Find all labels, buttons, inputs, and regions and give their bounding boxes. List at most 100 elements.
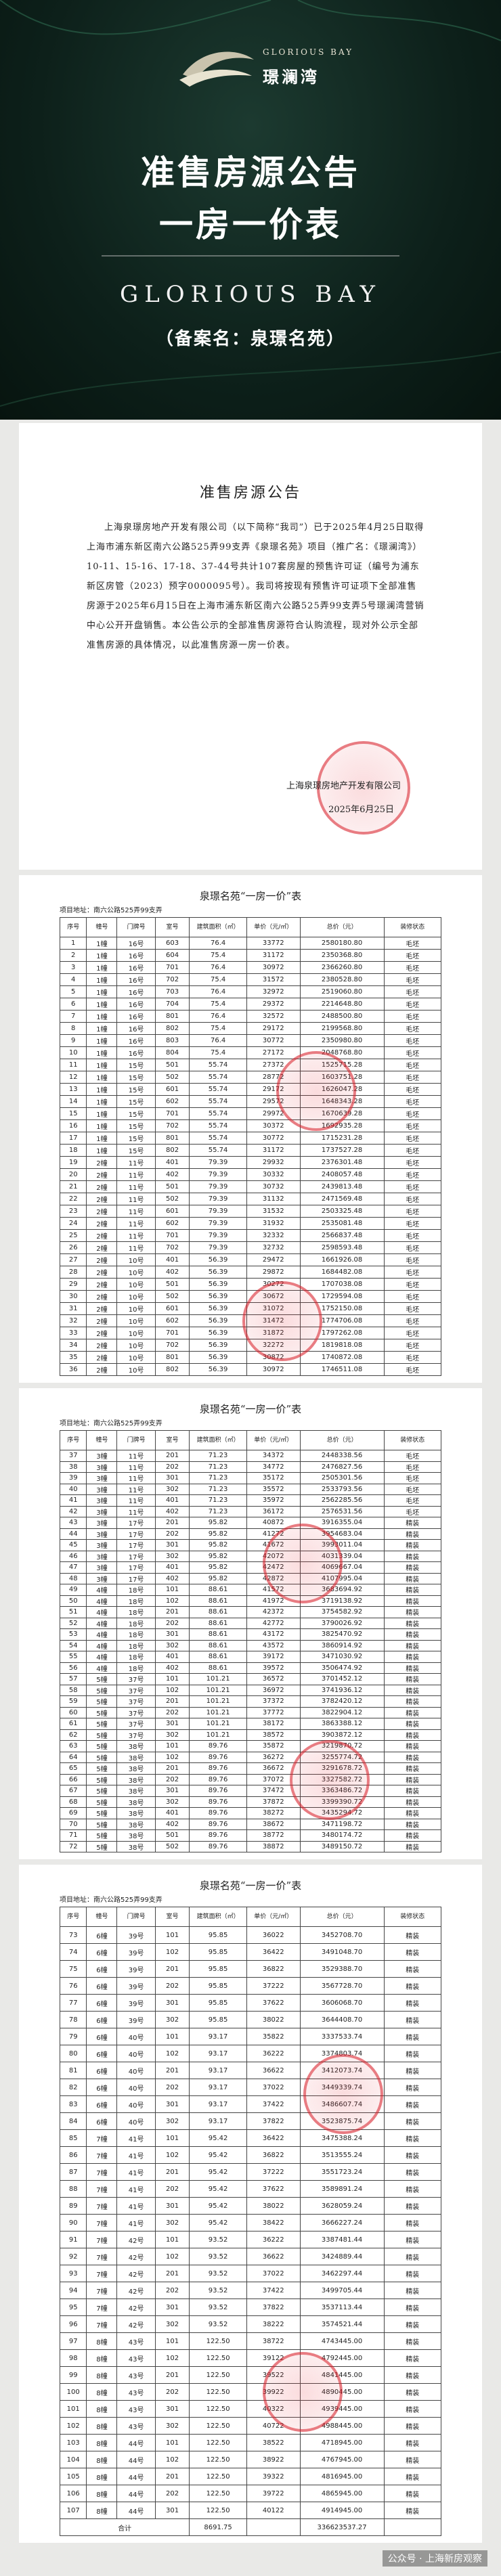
column-header: 总价（元）: [299, 1907, 385, 1927]
table-cell: 79.39: [189, 1180, 247, 1193]
table-row: 23 2幢 11号 601 79.39 31532 2503325.48 毛坯: [59, 1205, 441, 1218]
table-cell: 31132: [246, 1193, 301, 1205]
table-cell: 38572: [246, 1729, 301, 1741]
table-cell: 3幢: [86, 1461, 118, 1473]
table-row: 7 1幢 16号 801 76.4 32572 2488500.80 毛坯: [59, 1010, 441, 1023]
total-area: 8691.75: [189, 2518, 247, 2536]
table-cell: 42号: [116, 2265, 156, 2282]
table-cell: 93.17: [189, 2062, 247, 2079]
table-cell: 31: [59, 1302, 87, 1315]
table-cell: 33772: [246, 937, 301, 950]
table-cell: 精装: [383, 2079, 441, 2096]
table-cell: 89.76: [189, 1807, 247, 1819]
table-cell: 37622: [246, 1994, 301, 2012]
table-row: 70 5幢 38号 402 89.76 38672 3471198.72 精装: [59, 1818, 441, 1830]
table-cell: 35: [59, 1351, 87, 1364]
table-cell: 精装: [383, 2451, 441, 2468]
table-cell: 精装: [383, 1785, 441, 1797]
table-cell: 毛坯: [383, 1266, 441, 1279]
table-cell: 精装: [383, 2502, 441, 2519]
table-cell: 6幢: [86, 2079, 118, 2096]
table-cell: 22: [59, 1193, 87, 1205]
table-cell: 202: [154, 2079, 190, 2096]
table-cell: 44号: [116, 2468, 156, 2485]
table-cell: 3: [59, 961, 87, 974]
table-cell: 11: [59, 1059, 87, 1071]
table-cell: 71.23: [189, 1472, 247, 1484]
table-cell: 5幢: [86, 1840, 118, 1852]
table-cell: 6幢: [86, 1977, 118, 1995]
table-cell: 3589891.24: [299, 2180, 385, 2198]
table-cell: 1746511.08: [299, 1363, 385, 1376]
table-cell: 93.52: [189, 2265, 247, 2282]
table-cell: 32: [59, 1314, 87, 1327]
table-cell: 7幢: [86, 2265, 118, 2282]
table-cell: 89.76: [189, 1796, 247, 1808]
table-cell: 38号: [116, 1807, 156, 1819]
table-cell: 精装: [383, 1718, 441, 1730]
table-cell: 17号: [116, 1561, 156, 1574]
table-cell: 36622: [246, 2248, 301, 2265]
table-cell: 2: [59, 949, 87, 962]
table-cell: 38922: [246, 2451, 301, 2468]
table-cell: 93.52: [189, 2299, 247, 2316]
table-cell: 104: [59, 2451, 87, 2468]
table-cell: 502: [154, 1071, 190, 1084]
table-head: 序号 幢号 门牌号 室号 建筑面积（㎡） 单价（元/㎡） 总价（元） 装修状态: [59, 1430, 441, 1450]
table-cell: 55.74: [189, 1119, 247, 1132]
table-cell: 301: [154, 1539, 190, 1551]
table-cell: 精装: [383, 2112, 441, 2130]
table-cell: 102: [154, 2146, 190, 2164]
header-row: 序号 幢号 门牌号 室号 建筑面积（㎡） 单价（元/㎡） 总价（元） 装修状态: [59, 1430, 441, 1450]
table-cell: 4幢: [86, 1651, 118, 1663]
table-cell: 1幢: [86, 1132, 118, 1145]
table-row: 75 6幢 39号 201 95.85 36822 3529388.70 精装: [59, 1960, 441, 1978]
table-cell: 7幢: [86, 2163, 118, 2181]
column-header: 门牌号: [116, 1430, 156, 1450]
table-cell: 76.4: [189, 1010, 247, 1023]
table-cell: 2幢: [86, 1314, 118, 1327]
table-cell: 107: [59, 2502, 87, 2519]
table-cell: 38272: [246, 1807, 301, 1819]
table-cell: 201: [154, 1517, 190, 1529]
table-cell: 2448338.56: [299, 1450, 385, 1462]
table-cell: 2471569.48: [299, 1193, 385, 1205]
table-cell: 3551723.24: [299, 2163, 385, 2181]
watermark: 公众号 · 上海新房观察: [382, 2550, 487, 2567]
table-cell: 102: [154, 2349, 190, 2367]
table-cell: 19: [59, 1156, 87, 1169]
table-cell: 79.39: [189, 1217, 247, 1230]
seal: [303, 2054, 383, 2134]
table-cell: 11号: [116, 1205, 156, 1218]
column-header: 建筑面积（㎡）: [189, 1430, 247, 1450]
table-cell: 6幢: [86, 2011, 118, 2028]
table-cell: 1715231.28: [299, 1132, 385, 1145]
table-cell: 301: [154, 1472, 190, 1484]
table-cell: 302: [154, 2112, 190, 2130]
date: 2025年6月25日: [328, 805, 394, 815]
table-cell: 8幢: [86, 2332, 118, 2350]
table-row: 27 2幢 10号 401 56.39 29472 1661926.08 毛坯: [59, 1253, 441, 1266]
table-row: 52 4幢 18号 202 88.61 42772 3790026.92 精装: [59, 1617, 441, 1629]
table-cell: 3513555.24: [299, 2146, 385, 2164]
table-cell: 5幢: [86, 1829, 118, 1842]
table-cell: 21: [59, 1180, 87, 1193]
table-row: 50 4幢 18号 102 88.61 41972 3719138.92 精装: [59, 1595, 441, 1607]
table-cell: 7幢: [86, 2231, 118, 2248]
table-cell: 42: [59, 1505, 87, 1517]
table-cell: 11号: [116, 1217, 156, 1230]
table-cell: 36222: [246, 2231, 301, 2248]
table-cell: 12: [59, 1071, 87, 1084]
table-cell: 5幢: [86, 1796, 118, 1808]
table-cell: 40号: [116, 2079, 156, 2096]
table-cell: 精装: [383, 1829, 441, 1842]
table-cell: 122.50: [189, 2400, 247, 2418]
table-cell: 毛坯: [383, 1168, 441, 1181]
table-cell: 8: [59, 1022, 87, 1035]
table-cell: 102: [154, 2248, 190, 2265]
table-cell: 56.39: [189, 1339, 247, 1352]
table-cell: 1幢: [86, 1034, 118, 1047]
table-cell: 8幢: [86, 2400, 118, 2418]
